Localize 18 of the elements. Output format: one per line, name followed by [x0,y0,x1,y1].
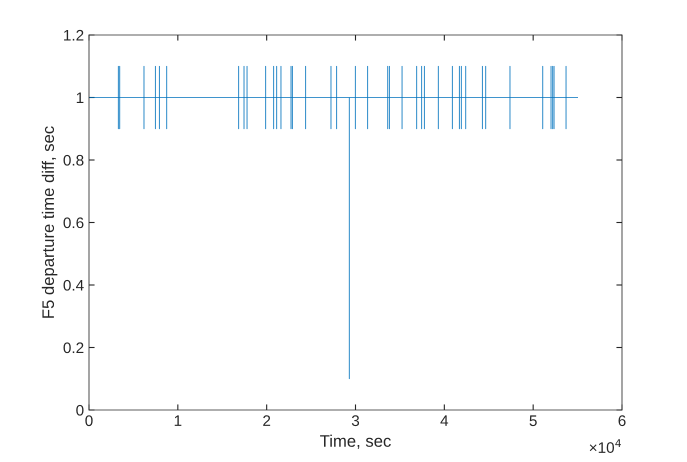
x-tick-label: 6 [618,415,626,426]
x-tick-label: 3 [352,415,360,426]
y-axis-title: F5 departure time diff, sec [42,126,58,318]
x-tick-label: 1 [174,415,182,426]
x-tick-label: 0 [85,415,93,426]
line-series [89,66,578,380]
y-tick-label: 1 [76,92,84,104]
text: ×10$^{4}$ [590,439,621,453]
x-axis-title: Time, sec [320,434,391,449]
y-tick-label: 0.4 [64,280,84,291]
y-tick-label: 1.2 [64,30,84,41]
y-tick-label: 0.2 [64,342,84,354]
y-tick-label: 0.6 [64,217,84,228]
y-tick-label: 0.8 [64,154,84,166]
x-tick-label: 2 [263,415,270,426]
y-tick-label: 0 [76,404,84,416]
x-tick-label: 5 [530,415,537,426]
x-tick-label: 4 [440,415,448,426]
